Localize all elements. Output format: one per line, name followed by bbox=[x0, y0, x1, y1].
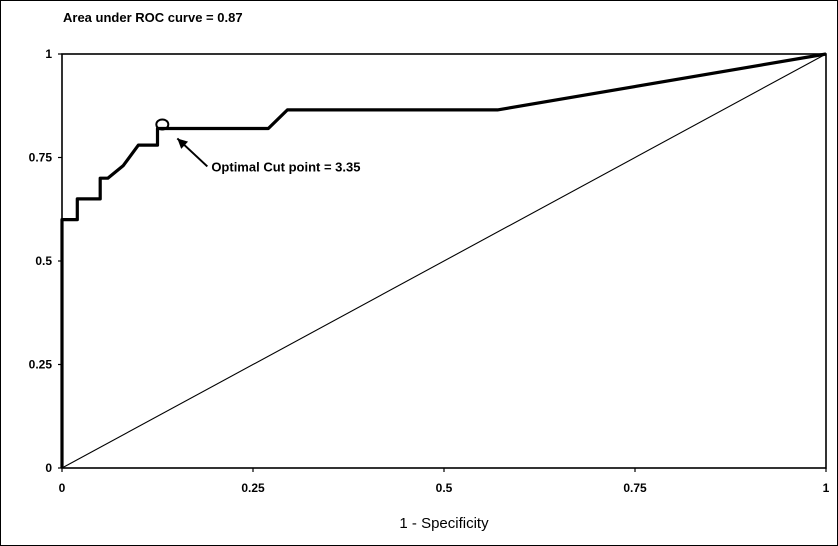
y-tick-label: 0.75 bbox=[29, 151, 53, 165]
series-group bbox=[60, 52, 827, 469]
x-tick-label: 1 bbox=[823, 481, 830, 495]
chart-title: Area under ROC curve = 0.87 bbox=[63, 10, 243, 25]
annotation-label: Optimal Cut point = 3.35 bbox=[211, 159, 360, 174]
x-tick-label: 0.75 bbox=[623, 481, 647, 495]
x-axis-label: 1 - Specificity bbox=[399, 515, 489, 532]
y-tick-label: 0.5 bbox=[35, 254, 52, 268]
annotation-arrow-head-icon bbox=[177, 138, 189, 149]
optimal-cut-point-marker bbox=[155, 118, 170, 131]
y-tick-label: 0 bbox=[45, 461, 52, 475]
x-tick-label: 0 bbox=[59, 481, 66, 495]
y-axis-ticks: 0 0.25 0.5 0.75 1 bbox=[29, 47, 62, 475]
y-tick-label: 1 bbox=[45, 47, 52, 61]
x-axis-ticks: 0 0.25 0.5 0.75 1 bbox=[59, 468, 830, 495]
diagonal-reference-line bbox=[61, 53, 827, 469]
annotation-group: Optimal Cut point = 3.35 bbox=[155, 118, 360, 174]
y-tick-label: 0.25 bbox=[29, 358, 53, 372]
roc-curve-line bbox=[60, 52, 827, 468]
x-tick-label: 0.5 bbox=[436, 481, 453, 495]
x-tick-label: 0.25 bbox=[241, 481, 265, 495]
